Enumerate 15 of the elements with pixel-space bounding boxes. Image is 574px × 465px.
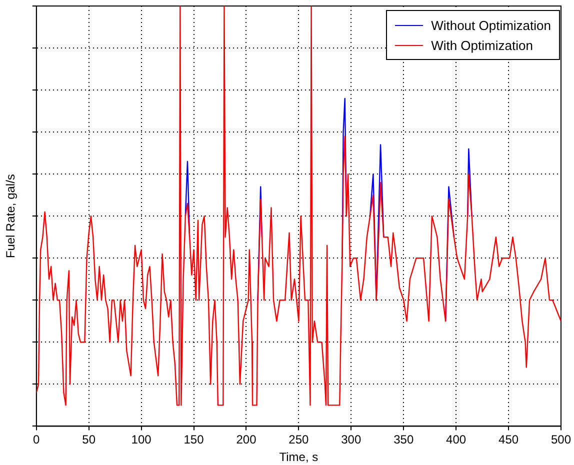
y-axis-title: Fuel Rate, gal/s [4, 174, 18, 258]
x-tick-label: 500 [550, 432, 572, 447]
legend-label: Without Optimization [431, 18, 551, 32]
x-axis-title: Time, s [279, 450, 318, 464]
x-tick-label: 100 [131, 432, 152, 447]
x-tick-label: 400 [446, 432, 466, 447]
legend-label: With Optimization [431, 38, 533, 52]
x-tick-label: 0 [33, 432, 40, 447]
x-tick-label: 50 [82, 432, 96, 447]
x-tick-label: 250 [288, 432, 310, 447]
x-tick-label: 200 [236, 432, 257, 447]
x-tick-label: 300 [341, 432, 362, 447]
x-tick-label: 450 [498, 432, 519, 447]
x-tick-label: 150 [184, 432, 204, 447]
x-tick-label: 350 [394, 432, 414, 447]
